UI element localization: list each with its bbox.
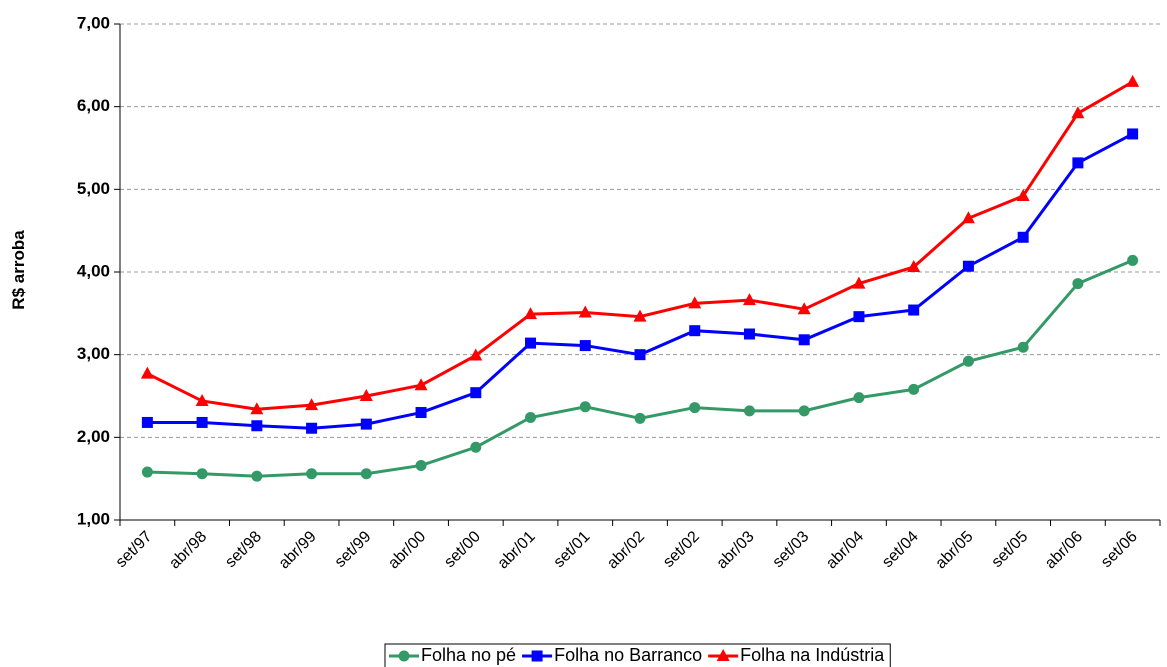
marker bbox=[579, 401, 591, 413]
marker bbox=[579, 340, 591, 352]
marker bbox=[251, 470, 263, 482]
marker bbox=[469, 348, 483, 361]
marker bbox=[414, 378, 428, 391]
y-tick-label: 1,00 bbox=[77, 509, 110, 528]
marker bbox=[196, 416, 208, 428]
marker bbox=[634, 412, 646, 424]
marker bbox=[531, 650, 543, 662]
marker bbox=[415, 407, 427, 419]
marker bbox=[961, 211, 975, 224]
marker bbox=[716, 649, 730, 661]
y-tick-label: 4,00 bbox=[77, 261, 110, 280]
series-line bbox=[147, 259, 1134, 478]
marker bbox=[962, 260, 974, 272]
x-tick-label: abr/05 bbox=[933, 528, 977, 572]
marker bbox=[689, 402, 701, 414]
legend: Folha no pé Folha no Barranco Folha na Ind… bbox=[384, 643, 891, 667]
x-tick-label: set/98 bbox=[222, 528, 265, 571]
marker bbox=[140, 366, 154, 379]
marker bbox=[360, 418, 372, 430]
x-tick-label: set/06 bbox=[1098, 528, 1141, 571]
y-tick-label: 5,00 bbox=[77, 179, 110, 198]
marker bbox=[689, 325, 701, 337]
marker bbox=[470, 441, 482, 453]
marker bbox=[1071, 106, 1085, 119]
series bbox=[140, 74, 1140, 415]
series bbox=[141, 254, 1139, 482]
marker bbox=[852, 276, 866, 289]
x-tick-label: abr/01 bbox=[495, 528, 539, 572]
x-tick-label: set/05 bbox=[988, 528, 1031, 571]
x-tick-label: abr/99 bbox=[276, 528, 320, 572]
y-tick-label: 7,00 bbox=[77, 13, 110, 32]
x-tick-label: abr/00 bbox=[385, 528, 429, 572]
legend-label: Folha no Barranco bbox=[554, 645, 702, 665]
legend-label: Folha no pé bbox=[421, 645, 516, 665]
y-tick-label: 2,00 bbox=[77, 427, 110, 446]
y-tick-label: 6,00 bbox=[77, 96, 110, 115]
marker bbox=[688, 296, 702, 309]
marker bbox=[1127, 128, 1139, 140]
marker bbox=[634, 349, 646, 361]
marker bbox=[305, 398, 319, 411]
marker bbox=[195, 393, 209, 406]
marker bbox=[962, 355, 974, 367]
marker bbox=[250, 402, 264, 415]
y-tick-label: 3,00 bbox=[77, 344, 110, 363]
marker bbox=[853, 392, 865, 404]
x-tick-label: set/97 bbox=[113, 528, 156, 571]
marker bbox=[524, 307, 538, 320]
marker bbox=[141, 466, 153, 478]
marker bbox=[743, 328, 755, 340]
marker bbox=[907, 260, 921, 273]
marker bbox=[743, 405, 755, 417]
marker bbox=[1072, 157, 1084, 169]
marker bbox=[360, 468, 372, 480]
marker bbox=[359, 389, 373, 401]
marker bbox=[578, 305, 592, 318]
marker bbox=[470, 387, 482, 399]
marker bbox=[798, 334, 810, 346]
x-tick-label: set/99 bbox=[332, 528, 375, 571]
marker bbox=[908, 304, 920, 316]
x-tick-label: set/02 bbox=[660, 528, 703, 571]
x-tick-label: set/01 bbox=[551, 528, 594, 571]
marker bbox=[525, 337, 537, 349]
x-tick-label: set/00 bbox=[441, 528, 484, 571]
x-tick-label: abr/98 bbox=[166, 528, 210, 572]
x-tick-label: abr/06 bbox=[1042, 528, 1086, 572]
marker bbox=[141, 416, 153, 428]
marker bbox=[798, 405, 810, 417]
legend-box bbox=[384, 643, 891, 667]
marker bbox=[1072, 278, 1084, 290]
marker bbox=[398, 650, 410, 662]
marker bbox=[415, 459, 427, 471]
marker bbox=[1017, 231, 1029, 243]
x-tick-label: abr/02 bbox=[604, 528, 648, 572]
marker bbox=[853, 311, 865, 323]
marker bbox=[1017, 341, 1029, 353]
x-tick-label: set/03 bbox=[770, 528, 813, 571]
x-tick-label: abr/04 bbox=[823, 528, 867, 572]
y-axis-label: R$ arroba bbox=[9, 230, 28, 310]
marker bbox=[1127, 254, 1139, 266]
marker bbox=[196, 468, 208, 480]
marker bbox=[908, 383, 920, 395]
marker bbox=[633, 309, 647, 322]
marker bbox=[797, 302, 811, 315]
marker bbox=[525, 411, 537, 423]
series bbox=[141, 128, 1139, 434]
marker bbox=[251, 420, 263, 432]
marker bbox=[742, 293, 756, 306]
marker bbox=[306, 422, 318, 434]
legend-label: Folha na Indústria bbox=[740, 645, 885, 665]
series-line bbox=[147, 132, 1134, 430]
marker bbox=[1016, 188, 1030, 201]
marker bbox=[1126, 74, 1140, 87]
marker bbox=[306, 468, 318, 480]
x-tick-label: abr/03 bbox=[714, 528, 758, 572]
x-tick-label: set/04 bbox=[879, 528, 922, 571]
